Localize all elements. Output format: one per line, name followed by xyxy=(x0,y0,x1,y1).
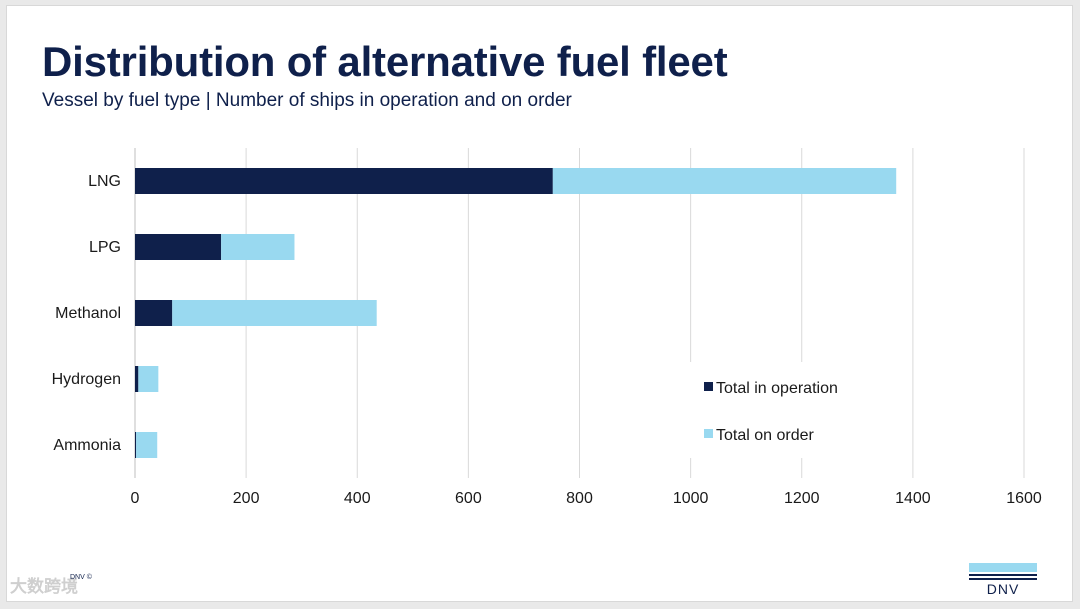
x-tick-label: 400 xyxy=(344,490,371,507)
logo-band-light xyxy=(969,563,1037,572)
x-tick-label: 0 xyxy=(131,490,140,507)
bar-in-operation xyxy=(135,432,137,458)
footer-copyright: DNV © xyxy=(70,574,92,581)
category-label: LNG xyxy=(88,173,121,190)
legend-label: Total on order xyxy=(716,427,815,444)
bar-on-order xyxy=(221,234,295,260)
legend-swatch xyxy=(704,382,713,391)
chart-legend: Total in operation Total on order xyxy=(690,362,840,458)
chart-x-tick-labels: 0 200 400 600 800 1000 1200 1400 1600 xyxy=(131,490,1042,507)
x-tick-label: 600 xyxy=(455,490,482,507)
x-tick-label: 200 xyxy=(233,490,260,507)
logo-band-dark xyxy=(969,578,1037,580)
bar-on-order xyxy=(136,432,158,458)
bar-in-operation xyxy=(135,168,553,194)
logo-band-dark xyxy=(969,574,1037,576)
legend-background xyxy=(690,362,840,458)
category-label: Hydrogen xyxy=(52,371,121,388)
dnv-logo: DNV xyxy=(969,563,1039,599)
category-label: Methanol xyxy=(55,305,121,322)
category-label: Ammonia xyxy=(53,437,121,454)
x-tick-label: 800 xyxy=(566,490,593,507)
bar-in-operation xyxy=(135,300,173,326)
bar-in-operation xyxy=(135,366,139,392)
logo-text: DNV xyxy=(986,581,1020,597)
page-subtitle: Vessel by fuel type | Number of ships in… xyxy=(42,90,572,111)
bar-on-order xyxy=(172,300,377,326)
bar-on-order xyxy=(552,168,897,194)
page-title: Distribution of alternative fuel fleet xyxy=(42,38,728,85)
chart-bars xyxy=(135,168,897,458)
bar-on-order xyxy=(138,366,159,392)
category-label: LPG xyxy=(89,239,121,256)
x-tick-label: 1000 xyxy=(673,490,709,507)
watermark: 大数跨境 xyxy=(10,577,78,596)
x-tick-label: 1400 xyxy=(895,490,931,507)
legend-label: Total in operation xyxy=(716,380,838,397)
bar-in-operation xyxy=(135,234,222,260)
x-tick-label: 1600 xyxy=(1006,490,1042,507)
chart-category-labels: LNG LPG Methanol Hydrogen Ammonia xyxy=(52,173,121,454)
legend-swatch xyxy=(704,429,713,438)
x-tick-label: 1200 xyxy=(784,490,820,507)
